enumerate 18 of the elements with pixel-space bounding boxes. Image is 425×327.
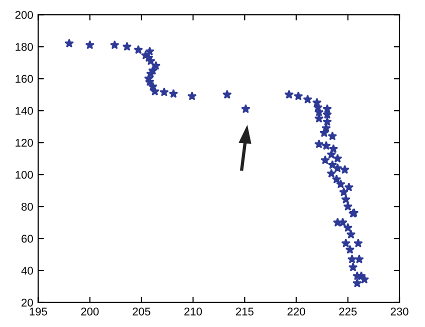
y-tick-label: 120 [16,138,33,147]
y-tick-label: 160 [16,74,33,83]
x-tick-label: 215 [236,308,254,316]
y-tick-label: 200 [15,10,33,19]
x-tick-label: 220 [288,308,306,316]
x-tick-label: 205 [132,308,150,316]
x-tick-label: 200 [81,308,99,316]
x-tick-label: 195 [30,308,48,316]
y-tick-label: 180 [16,42,33,51]
y-tick-label: 140 [16,106,33,115]
y-tick-label: 100 [16,170,33,179]
y-tick-label: 60 [22,234,33,243]
y-tick-label: 80 [22,202,33,211]
x-tick-label: 210 [184,308,202,316]
x-tick-label: 225 [339,308,357,316]
y-tick-label: 20 [22,298,33,307]
x-tick-label: 230 [390,308,408,316]
y-tick-label: 40 [21,266,33,275]
